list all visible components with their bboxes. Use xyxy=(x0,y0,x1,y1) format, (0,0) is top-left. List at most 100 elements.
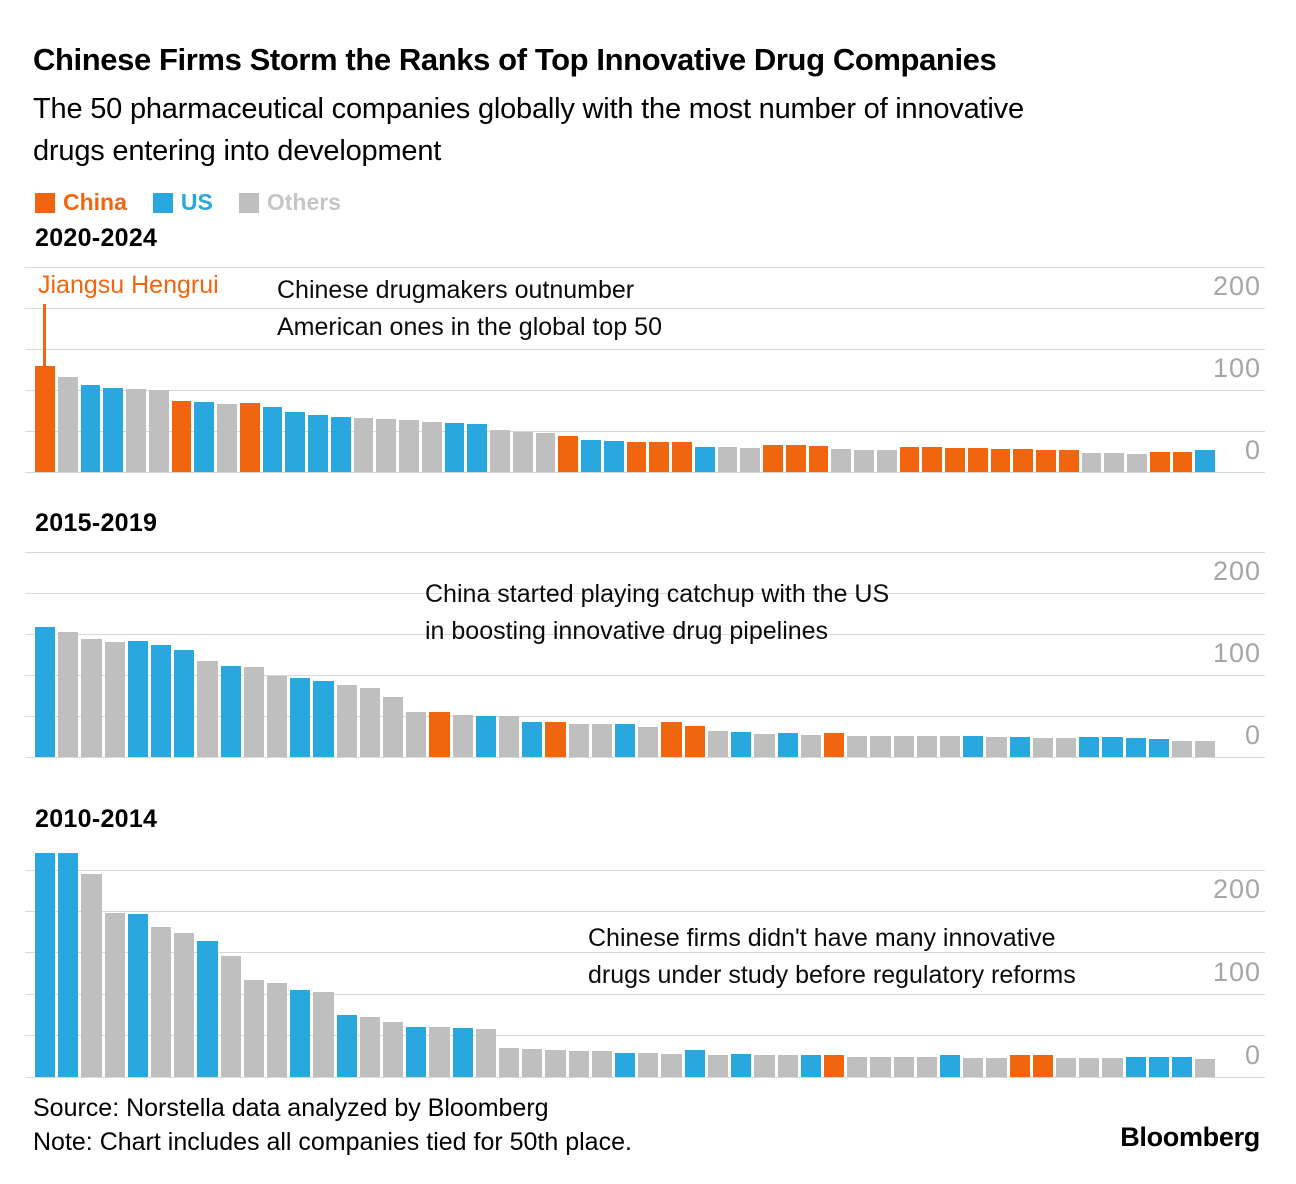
china-color-swatch xyxy=(35,192,55,213)
annotation-line: drugs under study before regulatory refo… xyxy=(588,961,1076,989)
bar-others xyxy=(429,1027,450,1077)
bar-china xyxy=(429,711,450,757)
callout-pointer-line xyxy=(43,304,46,366)
bar-others xyxy=(197,661,218,757)
bar-series-2020-2024 xyxy=(35,366,1215,472)
bar-us xyxy=(615,724,636,757)
bar-china xyxy=(1036,449,1056,472)
legend-label-china: China xyxy=(63,189,127,215)
bar-us xyxy=(103,387,123,472)
bar-us xyxy=(777,733,798,757)
bar-others xyxy=(986,737,1007,757)
bar-us xyxy=(603,440,624,472)
bar-others xyxy=(545,1049,566,1077)
bar-us xyxy=(1171,1057,1193,1077)
bar-others xyxy=(353,417,374,472)
gridline-200 xyxy=(25,307,1265,309)
bar-others xyxy=(939,735,961,757)
bar-china xyxy=(1058,449,1079,472)
bar-us xyxy=(127,913,149,1077)
bar-others xyxy=(870,735,891,757)
bar-others xyxy=(777,1055,798,1077)
bar-others xyxy=(522,1048,543,1077)
bar-china xyxy=(922,447,942,472)
bar-china xyxy=(171,400,192,472)
bar-us xyxy=(406,1026,427,1077)
bar-others xyxy=(916,1057,937,1077)
bar-china xyxy=(823,1055,845,1077)
bar-others xyxy=(490,430,510,472)
source-line: Source: Norstella data analyzed by Bloom… xyxy=(33,1094,549,1122)
bar-others xyxy=(1195,740,1216,757)
bar-us xyxy=(58,853,79,1077)
bar-china xyxy=(990,449,1011,472)
bar-others xyxy=(707,1054,729,1077)
chart-subtitle: The 50 pharmaceutical companies globally… xyxy=(33,88,1024,172)
note-line: Note: Chart includes all companies tied … xyxy=(33,1128,632,1156)
period-label-2010-2014: 2010-2014 xyxy=(35,805,158,833)
bar-china xyxy=(1172,452,1193,472)
bar-us xyxy=(475,716,497,757)
bar-china xyxy=(763,444,783,472)
legend-item-others: Others xyxy=(238,189,341,216)
bar-us xyxy=(1195,449,1215,472)
bar-us xyxy=(1102,737,1123,757)
bar-others xyxy=(591,724,613,757)
legend-label-others: Others xyxy=(266,189,341,215)
bar-us xyxy=(262,407,283,472)
gridline-150 xyxy=(25,348,1265,350)
bar-others xyxy=(754,734,775,757)
chart-2015-2019: China started playing catchup with the U… xyxy=(25,551,1265,758)
bar-others xyxy=(963,1057,984,1077)
bar-china xyxy=(785,444,806,472)
gridline-100 xyxy=(25,993,1265,995)
gridline-150 xyxy=(25,633,1265,635)
bar-us xyxy=(694,446,715,472)
annotation-line: Chinese drugmakers outnumber xyxy=(277,276,635,304)
bar-others xyxy=(1081,453,1102,472)
bar-china xyxy=(1149,452,1170,472)
bar-others xyxy=(800,734,821,757)
subtitle-line-1: The 50 pharmaceutical companies globally… xyxy=(33,93,1024,125)
legend-item-china: China xyxy=(35,189,127,216)
bar-others xyxy=(1171,740,1193,757)
bar-others xyxy=(638,726,659,757)
bar-others xyxy=(421,421,442,472)
bar-others xyxy=(399,419,419,472)
gridline-150 xyxy=(25,952,1265,954)
annotation-line: China started playing catchup with the U… xyxy=(425,580,890,608)
bar-others xyxy=(568,724,589,757)
bar-others xyxy=(1032,738,1053,757)
bar-china xyxy=(967,448,988,472)
bar-us xyxy=(452,1028,473,1077)
bar-us xyxy=(684,1049,705,1077)
gridline-250 xyxy=(25,266,1265,268)
y-axis-tick-0: 0 xyxy=(1244,1040,1261,1070)
bar-others xyxy=(1079,1057,1100,1077)
annotation-line: American ones in the global top 50 xyxy=(277,313,662,341)
bar-china xyxy=(1032,1055,1053,1077)
annotation-line: Chinese firms didn't have many innovativ… xyxy=(588,924,1056,952)
y-axis-tick-0: 0 xyxy=(1244,720,1261,750)
bar-others xyxy=(754,1055,775,1077)
bar-us xyxy=(1079,736,1100,757)
bar-others xyxy=(359,688,381,757)
bar-us xyxy=(336,1014,357,1077)
subtitle-line-2: drugs entering into development xyxy=(33,135,442,167)
annotation-line: in boosting innovative drug pipelines xyxy=(425,617,829,645)
y-axis-tick-200: 200 xyxy=(1212,874,1261,905)
bar-others xyxy=(535,432,556,472)
bar-china xyxy=(684,725,705,757)
bar-others xyxy=(499,1048,520,1077)
bar-others xyxy=(267,982,288,1077)
bar-us xyxy=(330,417,351,472)
bar-us xyxy=(151,644,172,757)
bar-others xyxy=(591,1050,613,1077)
gridline-50 xyxy=(25,715,1265,717)
bar-us xyxy=(444,422,465,472)
bar-series-2015-2019 xyxy=(35,627,1216,757)
bar-others xyxy=(717,447,738,472)
bar-us xyxy=(290,678,311,757)
bar-us xyxy=(581,440,601,472)
bar-others xyxy=(336,684,357,757)
